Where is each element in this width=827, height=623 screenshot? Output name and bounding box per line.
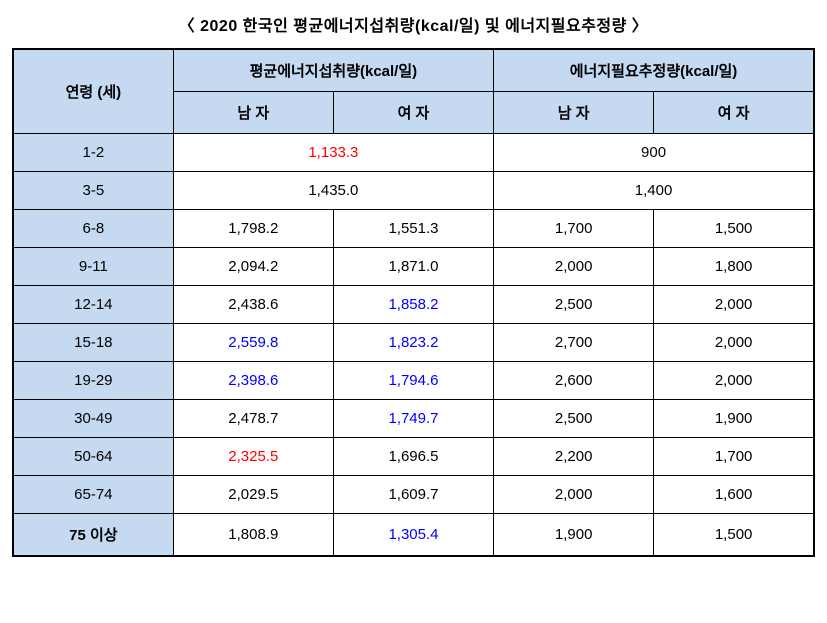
req-female-cell: 1,500 bbox=[654, 210, 814, 248]
age-cell: 75 이상 bbox=[13, 514, 173, 557]
req-male-cell: 2,000 bbox=[494, 248, 654, 286]
req-male-cell: 2,000 bbox=[494, 476, 654, 514]
req-female-cell: 2,000 bbox=[654, 324, 814, 362]
table-body: 1-21,133.39003-51,435.01,4006-81,798.21,… bbox=[13, 134, 814, 557]
intake-female-cell: 1,305.4 bbox=[333, 514, 493, 557]
header-intake-male: 남 자 bbox=[173, 92, 333, 134]
intake-female-cell: 1,696.5 bbox=[333, 438, 493, 476]
req-merged-cell: 1,400 bbox=[494, 172, 814, 210]
intake-merged-cell: 1,133.3 bbox=[173, 134, 493, 172]
intake-female-cell: 1,858.2 bbox=[333, 286, 493, 324]
header-requirement-group: 에너지필요추정량(kcal/일) bbox=[494, 49, 814, 92]
age-cell: 3-5 bbox=[13, 172, 173, 210]
table-row: 19-292,398.61,794.62,6002,000 bbox=[13, 362, 814, 400]
intake-female-cell: 1,551.3 bbox=[333, 210, 493, 248]
table-row: 12-142,438.61,858.22,5002,000 bbox=[13, 286, 814, 324]
req-female-cell: 1,900 bbox=[654, 400, 814, 438]
age-cell: 9-11 bbox=[13, 248, 173, 286]
req-female-cell: 2,000 bbox=[654, 362, 814, 400]
header-intake-group: 평균에너지섭취량(kcal/일) bbox=[173, 49, 493, 92]
table-row: 65-742,029.51,609.72,0001,600 bbox=[13, 476, 814, 514]
req-male-cell: 2,200 bbox=[494, 438, 654, 476]
header-req-female: 여 자 bbox=[654, 92, 814, 134]
header-age: 연령 (세) bbox=[13, 49, 173, 134]
intake-male-cell: 2,094.2 bbox=[173, 248, 333, 286]
req-male-cell: 2,500 bbox=[494, 286, 654, 324]
table-row: 9-112,094.21,871.02,0001,800 bbox=[13, 248, 814, 286]
age-cell: 65-74 bbox=[13, 476, 173, 514]
req-female-cell: 1,800 bbox=[654, 248, 814, 286]
table-title: 〈 2020 한국인 평균에너지섭취량(kcal/일) 및 에너지필요추정량 〉 bbox=[12, 12, 815, 36]
age-cell: 50-64 bbox=[13, 438, 173, 476]
req-female-cell: 1,700 bbox=[654, 438, 814, 476]
intake-male-cell: 1,808.9 bbox=[173, 514, 333, 557]
age-cell: 1-2 bbox=[13, 134, 173, 172]
intake-male-cell: 1,798.2 bbox=[173, 210, 333, 248]
intake-merged-cell: 1,435.0 bbox=[173, 172, 493, 210]
req-male-cell: 1,700 bbox=[494, 210, 654, 248]
intake-male-cell: 2,478.7 bbox=[173, 400, 333, 438]
header-row-1: 연령 (세) 평균에너지섭취량(kcal/일) 에너지필요추정량(kcal/일) bbox=[13, 49, 814, 92]
table-row: 6-81,798.21,551.31,7001,500 bbox=[13, 210, 814, 248]
header-intake-female: 여 자 bbox=[333, 92, 493, 134]
intake-female-cell: 1,749.7 bbox=[333, 400, 493, 438]
energy-table: 연령 (세) 평균에너지섭취량(kcal/일) 에너지필요추정량(kcal/일)… bbox=[12, 48, 815, 557]
intake-female-cell: 1,823.2 bbox=[333, 324, 493, 362]
table-row: 30-492,478.71,749.72,5001,900 bbox=[13, 400, 814, 438]
table-row: 50-642,325.51,696.52,2001,700 bbox=[13, 438, 814, 476]
intake-female-cell: 1,871.0 bbox=[333, 248, 493, 286]
intake-male-cell: 2,029.5 bbox=[173, 476, 333, 514]
age-cell: 15-18 bbox=[13, 324, 173, 362]
table-row: 15-182,559.81,823.22,7002,000 bbox=[13, 324, 814, 362]
age-cell: 19-29 bbox=[13, 362, 173, 400]
header-req-male: 남 자 bbox=[494, 92, 654, 134]
table-row: 1-21,133.3900 bbox=[13, 134, 814, 172]
intake-male-cell: 2,398.6 bbox=[173, 362, 333, 400]
req-merged-cell: 900 bbox=[494, 134, 814, 172]
table-row: 3-51,435.01,400 bbox=[13, 172, 814, 210]
intake-male-cell: 2,559.8 bbox=[173, 324, 333, 362]
req-male-cell: 1,900 bbox=[494, 514, 654, 557]
age-cell: 30-49 bbox=[13, 400, 173, 438]
intake-female-cell: 1,609.7 bbox=[333, 476, 493, 514]
req-female-cell: 1,600 bbox=[654, 476, 814, 514]
age-cell: 12-14 bbox=[13, 286, 173, 324]
req-male-cell: 2,500 bbox=[494, 400, 654, 438]
req-female-cell: 1,500 bbox=[654, 514, 814, 557]
req-male-cell: 2,600 bbox=[494, 362, 654, 400]
intake-male-cell: 2,325.5 bbox=[173, 438, 333, 476]
req-male-cell: 2,700 bbox=[494, 324, 654, 362]
intake-female-cell: 1,794.6 bbox=[333, 362, 493, 400]
intake-male-cell: 2,438.6 bbox=[173, 286, 333, 324]
table-row: 75 이상1,808.91,305.41,9001,500 bbox=[13, 514, 814, 557]
age-cell: 6-8 bbox=[13, 210, 173, 248]
req-female-cell: 2,000 bbox=[654, 286, 814, 324]
